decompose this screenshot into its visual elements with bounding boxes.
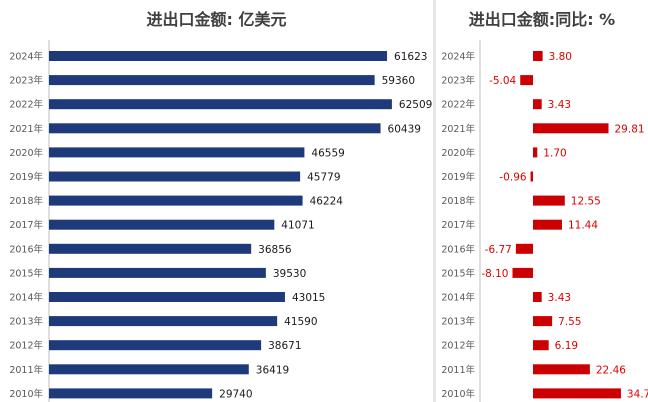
trade-value-year-label: 2011年 (9, 364, 43, 376)
trade-value-bar (49, 340, 262, 351)
trade-value-bar (49, 364, 249, 375)
yoy-growth-bar (533, 123, 609, 134)
yoy-growth-bar (533, 147, 538, 158)
yoy-growth-data-label: 1.70 (543, 147, 566, 159)
trade-value-year-label: 2012年 (9, 340, 43, 352)
yoy-growth-panel: 进出口金额:同比: % 2024年 3.80 2023年 -5.04 2022年 3.43… (436, 0, 648, 402)
trade-value-bar (49, 75, 375, 86)
trade-value-data-label: 39530 (273, 268, 306, 280)
trade-value-year-label: 2023年 (9, 75, 43, 87)
yoy-growth-data-label: 7.55 (558, 316, 581, 328)
panel-divider (433, 0, 436, 402)
trade-value-year-label: 2019年 (9, 171, 43, 183)
trade-value-bar (49, 99, 392, 110)
yoy-growth-year-label: 2012年 (441, 340, 475, 352)
yoy-growth-data-label: 29.81 (615, 123, 645, 135)
yoy-growth-data-label: 12.55 (571, 196, 601, 208)
trade-value-bar (49, 171, 301, 182)
yoy-growth-data-label: -5.04 (489, 75, 516, 87)
trade-value-data-label: 45779 (307, 172, 340, 184)
trade-value-bar (49, 292, 285, 302)
yoy-growth-bar (533, 195, 565, 206)
trade-value-data-label: 46559 (311, 147, 344, 159)
yoy-growth-year-label: 2010年 (441, 388, 475, 400)
yoy-growth-data-label: 11.44 (568, 220, 598, 232)
yoy-growth-bar (533, 51, 543, 61)
trade-value-year-label: 2018年 (9, 195, 43, 207)
yoy-growth-bar (533, 364, 590, 375)
yoy-growth-data-label: -8.10 (481, 268, 508, 280)
trade-value-bar (49, 195, 303, 206)
trade-value-year-label: 2022年 (9, 99, 43, 111)
yoy-growth-year-label: 2018年 (441, 195, 475, 207)
trade-value-data-label: 29740 (219, 388, 252, 400)
trade-value-data-label: 46224 (310, 196, 344, 208)
yoy-growth-data-label: 3.43 (548, 292, 571, 304)
yoy-growth-year-label: 2024年 (441, 51, 475, 63)
yoy-growth-bar (533, 219, 562, 230)
trade-value-year-label: 2017年 (9, 219, 43, 231)
yoy-growth-bar (533, 340, 549, 351)
yoy-growth-data-label: -6.77 (485, 244, 512, 256)
trade-value-data-label: 36856 (258, 244, 292, 256)
yoy-growth-year-label: 2013年 (441, 316, 475, 328)
trade-value-data-label: 36419 (256, 364, 289, 376)
trade-value-data-label: 61623 (394, 51, 427, 63)
yoy-growth-bar (515, 243, 533, 254)
trade-value-bar (49, 147, 305, 158)
yoy-growth-bar (530, 171, 533, 182)
yoy-growth-year-label: 2022年 (441, 99, 475, 111)
trade-value-year-label: 2010年 (9, 388, 43, 400)
yoy-growth-data-label: 22.46 (596, 364, 626, 376)
trade-value-chart-title: 进出口金额: 亿美元 (146, 10, 287, 29)
trade-value-bar (49, 219, 275, 230)
yoy-growth-bar (533, 388, 621, 399)
trade-value-data-label: 43015 (292, 292, 325, 304)
yoy-growth-year-label: 2011年 (441, 364, 475, 376)
yoy-growth-data-label: 3.43 (548, 99, 571, 111)
yoy-growth-bar (533, 316, 553, 327)
yoy-growth-bar (512, 267, 533, 278)
trade-value-bar (49, 316, 278, 327)
yoy-growth-year-label: 2019年 (441, 171, 475, 183)
trade-value-panel: 进出口金额: 亿美元 2024年 61623 2023年 59360 2022年 6250… (9, 10, 433, 402)
trade-value-bar (49, 388, 213, 399)
yoy-growth-year-label: 2021年 (441, 123, 475, 135)
yoy-growth-data-label: 34.72 (627, 388, 648, 400)
yoy-growth-year-label: 2014年 (441, 292, 475, 304)
trade-value-year-label: 2014年 (9, 292, 43, 304)
yoy-growth-bar (533, 99, 542, 110)
yoy-growth-bar (533, 292, 542, 302)
yoy-growth-data-label: 6.19 (555, 340, 578, 352)
trade-value-data-label: 59360 (382, 75, 415, 87)
trade-value-data-label: 60439 (388, 123, 421, 135)
trade-value-year-label: 2024年 (9, 51, 43, 63)
yoy-growth-chart-title: 进出口金额:同比: % (468, 10, 616, 29)
trade-value-year-label: 2016年 (9, 243, 43, 255)
yoy-growth-bar-chart: 2024年 3.80 2023年 -5.04 2022年 3.43 2021年 29.81 20… (441, 40, 648, 402)
trade-value-bar (49, 51, 388, 61)
yoy-growth-bar (520, 75, 533, 86)
trade-value-bar-chart: 2024年 61623 2023年 59360 2022年 62509 2021年 60439… (9, 40, 432, 402)
yoy-growth-year-label: 2017年 (441, 219, 475, 231)
trade-value-bar (49, 267, 266, 278)
yoy-growth-year-label: 2020年 (441, 147, 475, 159)
trade-value-year-label: 2013年 (9, 316, 43, 328)
trade-value-data-label: 41071 (281, 220, 314, 232)
trade-value-year-label: 2021年 (9, 123, 43, 135)
yoy-growth-data-label: 3.80 (549, 51, 572, 63)
yoy-growth-year-label: 2016年 (441, 243, 475, 255)
trade-value-data-label: 41590 (284, 316, 317, 328)
yoy-growth-year-label: 2023年 (441, 75, 475, 87)
trade-value-year-label: 2020年 (9, 147, 43, 159)
trade-value-data-label: 62509 (399, 99, 432, 111)
yoy-growth-year-label: 2015年 (441, 267, 475, 279)
yoy-growth-data-label: -0.96 (499, 172, 526, 184)
trade-value-data-label: 38671 (268, 340, 301, 352)
trade-value-year-label: 2015年 (9, 267, 43, 279)
trade-value-bar (49, 123, 381, 134)
trade-value-bar (49, 243, 252, 254)
